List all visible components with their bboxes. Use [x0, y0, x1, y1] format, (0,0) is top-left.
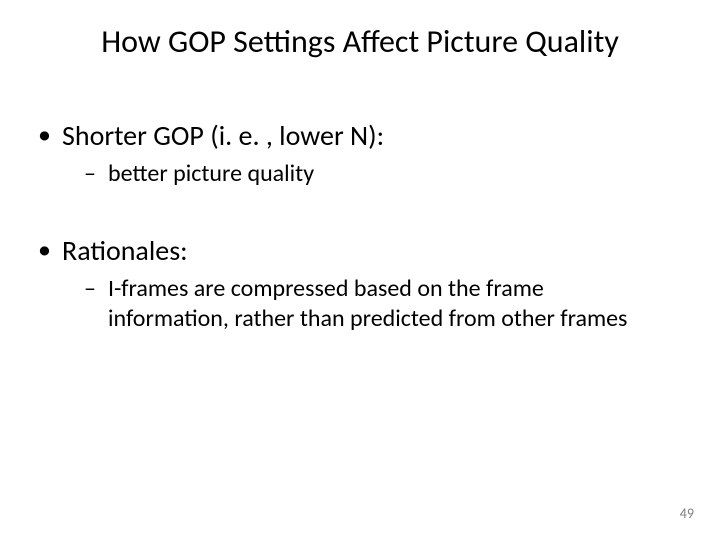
spacer	[34, 189, 670, 233]
bullet-item: Shorter GOP (i. e. , lower N):	[34, 118, 670, 153]
slide-title: How GOP Settings Affect Picture Quality	[0, 22, 720, 61]
bullet-sub-item: better picture quality	[34, 159, 670, 189]
bullet-sub-item: I-frames are compressed based on the fra…	[34, 274, 670, 334]
page-number: 49	[680, 505, 694, 522]
bullet-item: Rationales:	[34, 233, 670, 268]
slide-body: Shorter GOP (i. e. , lower N): better pi…	[34, 118, 670, 334]
slide: How GOP Settings Affect Picture Quality …	[0, 0, 720, 540]
